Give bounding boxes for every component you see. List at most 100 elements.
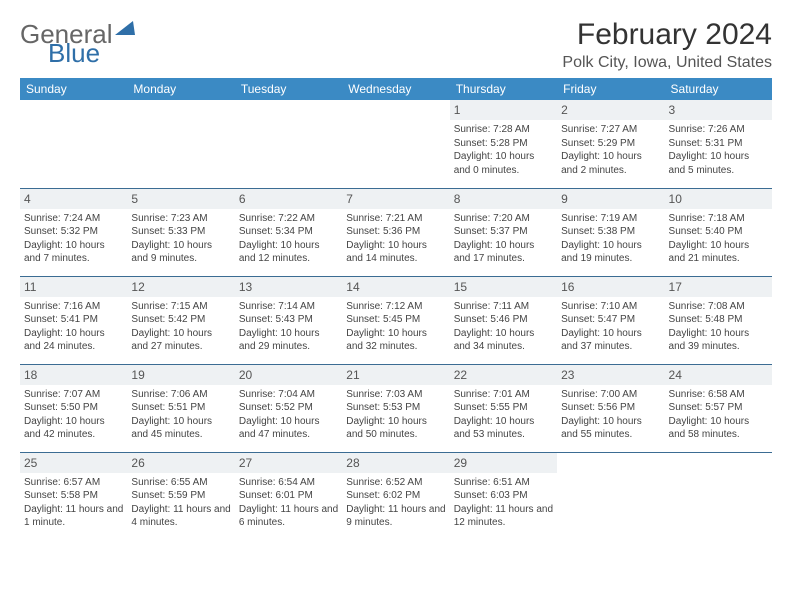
calendar-day-cell: 7Sunrise: 7:21 AMSunset: 5:36 PMDaylight…: [342, 188, 449, 276]
day-number: 3: [665, 100, 772, 120]
day-header-sunday: Sunday: [20, 78, 127, 100]
day-number: 6: [235, 189, 342, 209]
calendar-week-row: 11Sunrise: 7:16 AMSunset: 5:41 PMDayligh…: [20, 276, 772, 364]
calendar-day-cell: 12Sunrise: 7:15 AMSunset: 5:42 PMDayligh…: [127, 276, 234, 364]
sunset-text: Sunset: 5:59 PM: [131, 489, 230, 503]
day-number: 14: [342, 277, 449, 297]
day-number: 23: [557, 365, 664, 385]
day-number: 21: [342, 365, 449, 385]
day-header-saturday: Saturday: [665, 78, 772, 100]
sunrise-text: Sunrise: 7:23 AM: [131, 212, 230, 226]
day-number: 22: [450, 365, 557, 385]
calendar-day-cell: 3 Sunrise: 7:26 AMSunset: 5:31 PMDaylight…: [665, 100, 772, 188]
daylight-text: Daylight: 10 hours and 34 minutes.: [454, 327, 553, 354]
daylight-text: Daylight: 10 hours and 55 minutes.: [561, 415, 660, 442]
daylight-text: Daylight: 11 hours and 4 minutes.: [131, 503, 230, 530]
daylight-text: Daylight: 10 hours and 29 minutes.: [239, 327, 338, 354]
calendar-week-row: 1Sunrise: 7:28 AMSunset: 5:28 PMDaylight…: [20, 100, 772, 188]
sunset-text: Sunset: 5:47 PM: [561, 313, 660, 327]
day-number: 4: [20, 189, 127, 209]
sunrise-text: Sunrise: 7:26 AM: [669, 123, 768, 137]
day-header-monday: Monday: [127, 78, 234, 100]
sunset-text: Sunset: 5:33 PM: [131, 225, 230, 239]
sunrise-text: Sunrise: 7:04 AM: [239, 388, 338, 402]
sunrise-text: Sunrise: 7:24 AM: [24, 212, 123, 226]
day-number: 12: [127, 277, 234, 297]
calendar-day-cell: 25Sunrise: 6:57 AMSunset: 5:58 PMDayligh…: [20, 452, 127, 540]
calendar-day-cell: 8Sunrise: 7:20 AMSunset: 5:37 PMDaylight…: [450, 188, 557, 276]
calendar-week-row: 25Sunrise: 6:57 AMSunset: 5:58 PMDayligh…: [20, 452, 772, 540]
daylight-text: Daylight: 10 hours and 5 minutes.: [669, 150, 768, 177]
sunrise-text: Sunrise: 7:18 AM: [669, 212, 768, 226]
sunrise-text: Sunrise: 7:14 AM: [239, 300, 338, 314]
sunset-text: Sunset: 5:42 PM: [131, 313, 230, 327]
calendar-day-cell: 10Sunrise: 7:18 AMSunset: 5:40 PMDayligh…: [665, 188, 772, 276]
sunset-text: Sunset: 6:03 PM: [454, 489, 553, 503]
daylight-text: Daylight: 10 hours and 45 minutes.: [131, 415, 230, 442]
calendar-day-cell: 24Sunrise: 6:58 AMSunset: 5:57 PMDayligh…: [665, 364, 772, 452]
day-number: 17: [665, 277, 772, 297]
calendar-header-row: Sunday Monday Tuesday Wednesday Thursday…: [20, 78, 772, 100]
sunrise-text: Sunrise: 6:54 AM: [239, 476, 338, 490]
daylight-text: Daylight: 10 hours and 53 minutes.: [454, 415, 553, 442]
calendar-day-cell: 29Sunrise: 6:51 AMSunset: 6:03 PMDayligh…: [450, 452, 557, 540]
sunset-text: Sunset: 5:55 PM: [454, 401, 553, 415]
day-number: 28: [342, 453, 449, 473]
day-header-thursday: Thursday: [450, 78, 557, 100]
daylight-text: Daylight: 10 hours and 21 minutes.: [669, 239, 768, 266]
calendar-day-cell: [127, 100, 234, 188]
day-number: 8: [450, 189, 557, 209]
calendar-day-cell: 21Sunrise: 7:03 AMSunset: 5:53 PMDayligh…: [342, 364, 449, 452]
sunset-text: Sunset: 5:29 PM: [561, 137, 660, 151]
sunrise-text: Sunrise: 7:12 AM: [346, 300, 445, 314]
month-title: February 2024: [562, 18, 772, 52]
daylight-text: Daylight: 10 hours and 37 minutes.: [561, 327, 660, 354]
sunrise-text: Sunrise: 7:01 AM: [454, 388, 553, 402]
calendar-day-cell: [20, 100, 127, 188]
daylight-text: Daylight: 10 hours and 42 minutes.: [24, 415, 123, 442]
day-number: 29: [450, 453, 557, 473]
daylight-text: Daylight: 10 hours and 24 minutes.: [24, 327, 123, 354]
sunset-text: Sunset: 5:46 PM: [454, 313, 553, 327]
calendar-day-cell: 20Sunrise: 7:04 AMSunset: 5:52 PMDayligh…: [235, 364, 342, 452]
calendar-day-cell: 1Sunrise: 7:28 AMSunset: 5:28 PMDaylight…: [450, 100, 557, 188]
calendar-day-cell: 26 Sunrise: 6:55 AMSunset: 5:59 PMDayligh…: [127, 452, 234, 540]
sunrise-text: Sunrise: 6:55 AM: [131, 476, 230, 490]
daylight-text: Daylight: 11 hours and 12 minutes.: [454, 503, 553, 530]
daylight-text: Daylight: 10 hours and 19 minutes.: [561, 239, 660, 266]
day-header-wednesday: Wednesday: [342, 78, 449, 100]
day-number: 7: [342, 189, 449, 209]
sunset-text: Sunset: 5:52 PM: [239, 401, 338, 415]
sunset-text: Sunset: 5:34 PM: [239, 225, 338, 239]
sunset-text: Sunset: 5:53 PM: [346, 401, 445, 415]
day-number: 24: [665, 365, 772, 385]
calendar-day-cell: 19Sunrise: 7:06 AMSunset: 5:51 PMDayligh…: [127, 364, 234, 452]
sunrise-text: Sunrise: 6:57 AM: [24, 476, 123, 490]
day-number: 1: [450, 100, 557, 120]
sunset-text: Sunset: 6:02 PM: [346, 489, 445, 503]
sunset-text: Sunset: 5:36 PM: [346, 225, 445, 239]
sunset-text: Sunset: 5:37 PM: [454, 225, 553, 239]
sunset-text: Sunset: 5:48 PM: [669, 313, 768, 327]
day-number: 10: [665, 189, 772, 209]
logo: General Blue: [20, 18, 135, 65]
sunset-text: Sunset: 5:57 PM: [669, 401, 768, 415]
calendar-week-row: 4Sunrise: 7:24 AMSunset: 5:32 PMDaylight…: [20, 188, 772, 276]
title-block: February 2024 Polk City, Iowa, United St…: [562, 18, 772, 72]
calendar-day-cell: 13Sunrise: 7:14 AMSunset: 5:43 PMDayligh…: [235, 276, 342, 364]
calendar-day-cell: [235, 100, 342, 188]
day-number: 26: [127, 453, 234, 473]
calendar-day-cell: 6Sunrise: 7:22 AMSunset: 5:34 PMDaylight…: [235, 188, 342, 276]
day-number: 2: [557, 100, 664, 120]
day-header-tuesday: Tuesday: [235, 78, 342, 100]
day-number: 9: [557, 189, 664, 209]
sunrise-text: Sunrise: 6:52 AM: [346, 476, 445, 490]
calendar-day-cell: [557, 452, 664, 540]
daylight-text: Daylight: 10 hours and 47 minutes.: [239, 415, 338, 442]
sunset-text: Sunset: 5:41 PM: [24, 313, 123, 327]
daylight-text: Daylight: 10 hours and 7 minutes.: [24, 239, 123, 266]
day-number: 5: [127, 189, 234, 209]
sunset-text: Sunset: 5:31 PM: [669, 137, 768, 151]
sunrise-text: Sunrise: 7:11 AM: [454, 300, 553, 314]
daylight-text: Daylight: 10 hours and 12 minutes.: [239, 239, 338, 266]
